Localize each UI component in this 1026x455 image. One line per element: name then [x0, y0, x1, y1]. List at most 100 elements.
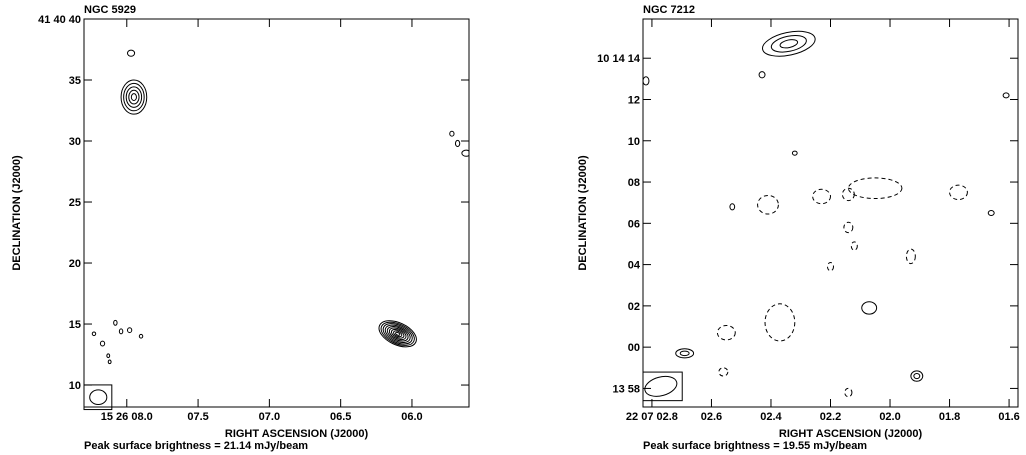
- contour-level: [128, 89, 140, 105]
- contour-level: [582, 312, 614, 353]
- contour-level: [126, 49, 136, 57]
- y-tick-label: 12: [628, 94, 640, 106]
- contour-source: [106, 353, 111, 359]
- contour-level: [764, 303, 796, 342]
- x-tick-label: 02.4: [760, 411, 782, 423]
- contour-level: [118, 328, 124, 335]
- contour-level: [595, 329, 601, 337]
- y-tick-label: 20: [69, 258, 81, 270]
- contour-source: [578, 306, 620, 360]
- y-tick-label: 10: [69, 380, 81, 392]
- negative-contour-source: [718, 367, 729, 377]
- contour-level: [910, 370, 924, 382]
- negative-contour-source: [757, 194, 779, 215]
- beam-box: [83, 384, 113, 411]
- y-tick-label: 13 58: [612, 383, 640, 395]
- x-tick-label: 01.8: [939, 411, 960, 423]
- contour-level: [581, 310, 616, 355]
- contour-level: [579, 308, 617, 358]
- contour-level: [120, 79, 148, 115]
- contour-level: [758, 71, 766, 79]
- contour-source: [758, 71, 766, 79]
- y-tick-label: 04: [628, 260, 641, 272]
- panel-ngc5929: NGC 5929 15 26 08.0 07.5 07.0 06.5 06.0 41 40 …: [11, 4, 470, 452]
- contour-source: [118, 328, 124, 335]
- contour-level: [597, 331, 600, 335]
- plot-frame: [642, 18, 1019, 408]
- contour-source: [762, 30, 816, 57]
- contour-level: [770, 34, 807, 53]
- y-tick-label: 06: [628, 218, 640, 230]
- y-tick-label: 00: [628, 342, 640, 354]
- contour-source: [910, 370, 924, 382]
- beam-box: [642, 371, 683, 402]
- y-tick-label: 35: [69, 75, 81, 87]
- y-tick-label: 15: [69, 319, 81, 331]
- x-tick-label: 02.6: [701, 411, 722, 423]
- negative-contour-source: [949, 184, 968, 201]
- y-tick-label: 41 40 40: [38, 14, 81, 26]
- x-axis-label: RIGHT ASCENSION (J2000): [779, 428, 923, 440]
- y-tick-label: 02: [628, 301, 640, 313]
- contour-source: [91, 331, 97, 337]
- contour-source: [378, 320, 417, 348]
- contour-level: [850, 241, 858, 251]
- chart-title: NGC 5929: [84, 4, 136, 16]
- contour-level: [844, 387, 853, 398]
- contour-level: [123, 82, 145, 112]
- plot-frame: [83, 18, 470, 408]
- peak-brightness-note: Peak surface brightness = 19.55 mJy/beam: [643, 440, 867, 452]
- contour-level: [395, 331, 401, 336]
- contour-level: [679, 350, 690, 357]
- contour-level: [382, 323, 413, 345]
- negative-contour-source: [716, 324, 736, 341]
- contour-level: [99, 340, 106, 347]
- contour-level: [584, 314, 613, 351]
- contour-source: [861, 301, 878, 315]
- contour-level: [843, 221, 854, 234]
- negative-contour-source: [844, 387, 853, 398]
- contour-level: [130, 93, 137, 102]
- beam-ellipse: [644, 375, 678, 397]
- contour-layer: [578, 30, 1010, 398]
- y-tick-label: 30: [69, 136, 81, 148]
- contour-level: [393, 330, 403, 338]
- contour-source: [643, 76, 650, 86]
- contour-level: [586, 316, 612, 349]
- contour-level: [729, 203, 736, 211]
- peak-brightness-note: Peak surface brightness = 21.14 mJy/beam: [84, 440, 308, 452]
- negative-contour-source: [827, 262, 834, 272]
- y-tick-label: 10 14 14: [597, 53, 641, 65]
- contour-level: [125, 86, 143, 108]
- contour-level: [587, 318, 609, 347]
- x-tick-label: 07.0: [259, 411, 280, 423]
- contour-source: [107, 359, 112, 365]
- contour-source: [99, 340, 106, 347]
- y-tick-label: 25: [69, 197, 81, 209]
- contour-source: [1002, 92, 1010, 99]
- negative-contour-source: [850, 241, 858, 251]
- x-tick-label: 06.0: [401, 411, 422, 423]
- contour-source: [138, 333, 144, 339]
- contour-source: [449, 130, 455, 137]
- contour-level: [449, 130, 455, 137]
- negative-contour-source: [843, 221, 854, 234]
- x-tick-label: 07.5: [187, 411, 208, 423]
- negative-contour-source: [764, 303, 796, 342]
- x-tick-label: 01.6: [998, 411, 1019, 423]
- contour-level: [643, 76, 650, 86]
- negative-contour-source: [812, 188, 831, 205]
- negative-contour-source: [905, 248, 916, 265]
- y-axis-label: DECLINATION (J2000): [577, 155, 589, 271]
- contour-level: [454, 139, 461, 148]
- contour-level: [390, 328, 405, 339]
- panel-ngc7212: NGC 7212 22 07 02.8 02.6 02.4 02.2 02.0 01.8 01…: [577, 4, 1020, 452]
- x-tick-label: 06.5: [330, 411, 351, 423]
- contour-level: [461, 149, 469, 157]
- x-tick-label: 22 07 02.8: [626, 411, 678, 423]
- x-tick-label: 02.0: [879, 411, 900, 423]
- contour-level: [380, 321, 415, 346]
- contour-level: [592, 324, 605, 341]
- contour-level: [91, 331, 97, 337]
